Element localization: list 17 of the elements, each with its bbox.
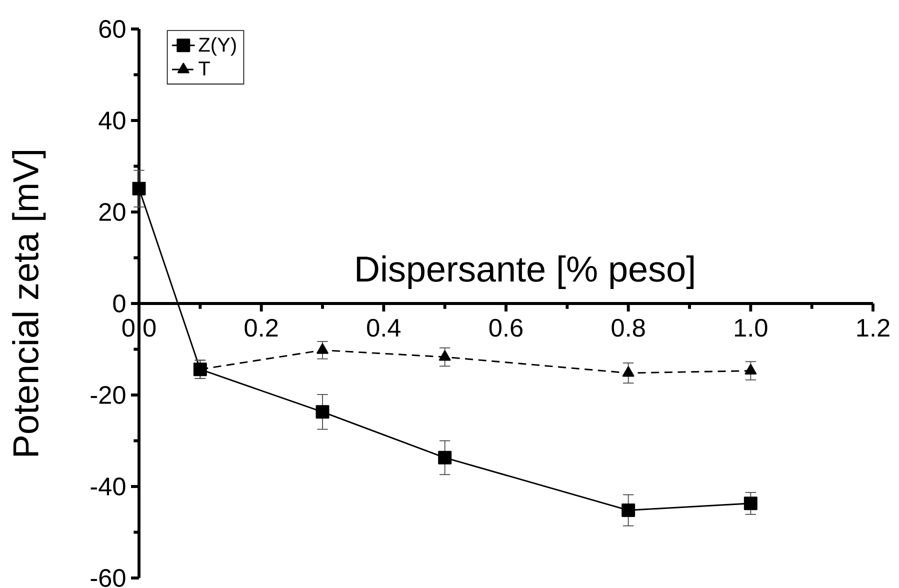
x-tick-label: 1.2 [857, 318, 890, 337]
x-tick-label: 0.4 [367, 318, 401, 337]
x-tick-label: 0.6 [489, 318, 522, 337]
x-tick-label: 0.2 [244, 318, 278, 337]
y-tick-label: 60 [99, 20, 126, 38]
y-tick-label: -60 [90, 569, 126, 587]
x-axis-title: Dispersante [% peso] [356, 255, 694, 289]
legend-label: Z(Y) [198, 37, 236, 56]
y-tick-label: 40 [98, 112, 126, 130]
y-tick-label: -20 [90, 386, 126, 404]
y-tick-label: -40 [90, 478, 126, 496]
y-axis-title: Potencial zeta [mV] [12, 151, 46, 456]
y-tick-label: 20 [99, 203, 126, 221]
x-tick-label: 0.8 [612, 318, 645, 337]
y-tick-label: 0 [113, 294, 126, 312]
x-tick-label: 1.0 [734, 318, 768, 337]
legend-label: T [198, 62, 210, 76]
